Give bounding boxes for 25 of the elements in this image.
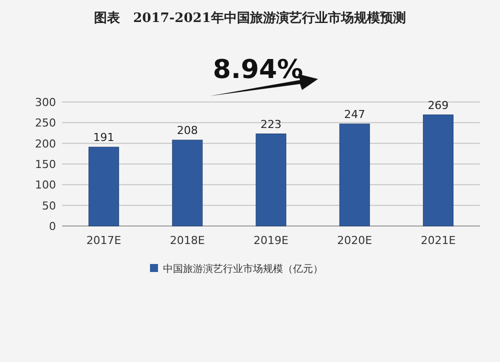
y-tick-label: 300 (35, 96, 56, 109)
y-tick-label: 250 (35, 116, 56, 130)
x-tick-label: 2020E (337, 234, 372, 247)
data-label: 247 (344, 108, 366, 121)
bar (422, 114, 454, 226)
legend-label: 中国旅游演艺行业市场规模（亿元） (163, 263, 323, 275)
x-tick-label: 2017E (86, 234, 122, 247)
x-tick-label: 2019E (254, 234, 289, 247)
chart-title: 图表 2017-2021年中国旅游演艺行业市场规模预测 (94, 10, 406, 26)
text: 8.94% (212, 55, 304, 85)
y-tick-label: 200 (35, 137, 56, 150)
y-tick-label: 100 (35, 178, 56, 192)
data-label: 191 (93, 131, 114, 144)
data-label: 208 (176, 124, 198, 138)
data-label: 269 (428, 98, 449, 112)
bar (172, 140, 203, 226)
y-tick-label: 0 (49, 220, 56, 233)
y-tick-label: 50 (42, 199, 56, 212)
data-label: 223 (260, 118, 282, 131)
bar (88, 146, 120, 226)
bar (256, 134, 286, 226)
x-tick-label: 2018E (170, 234, 205, 247)
x-tick-label: 2021E (420, 234, 456, 247)
y-tick-label: 150 (35, 158, 56, 171)
bar (339, 124, 370, 226)
